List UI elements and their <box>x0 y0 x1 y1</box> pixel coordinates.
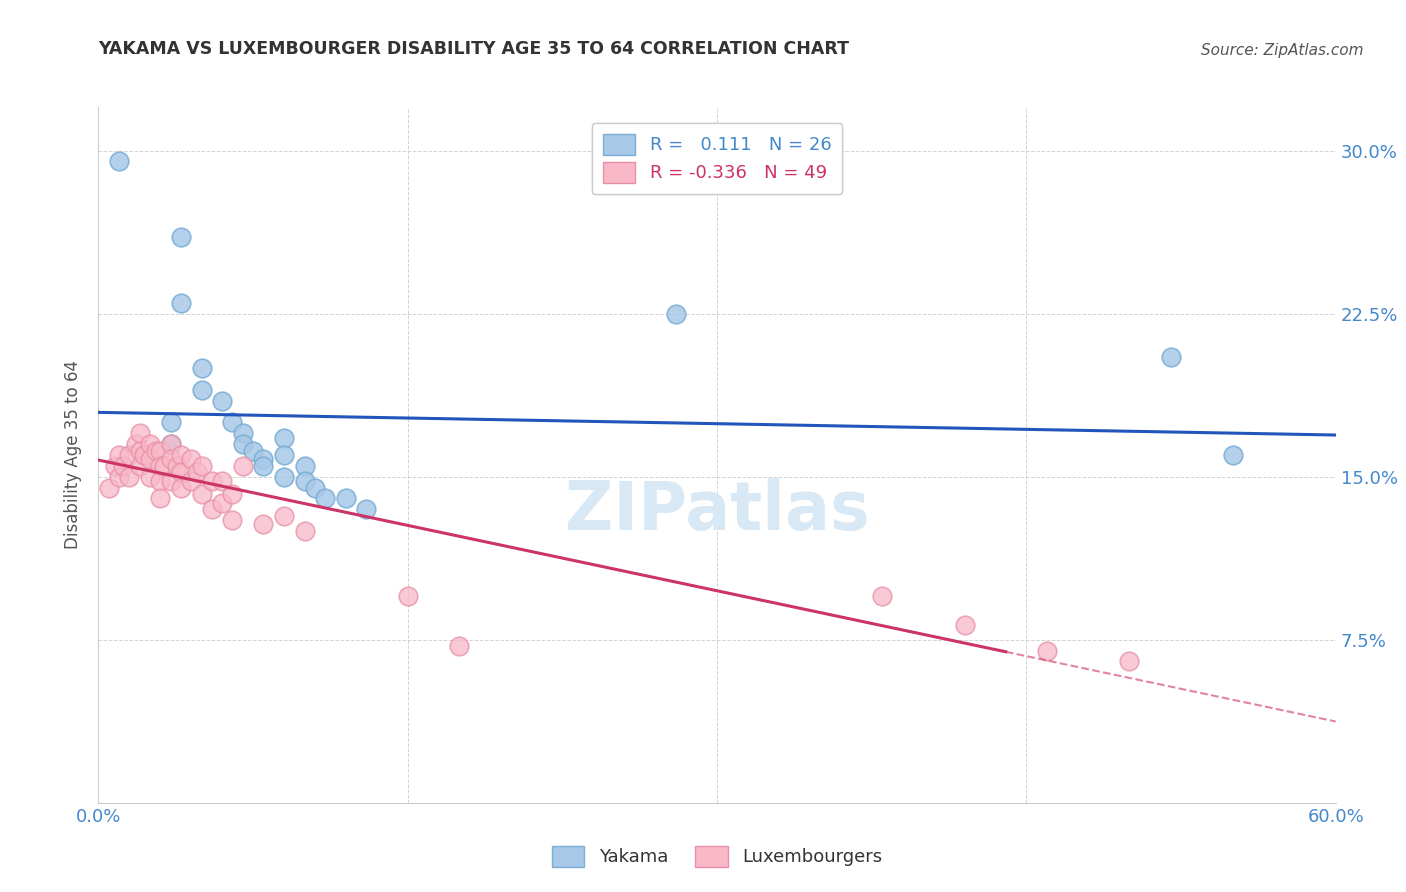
Point <box>190 458 212 473</box>
Point <box>221 415 243 429</box>
Point <box>252 452 274 467</box>
Point <box>149 458 172 473</box>
Point <box>870 589 893 603</box>
Point <box>118 469 141 483</box>
Point <box>149 443 172 458</box>
Point <box>180 474 202 488</box>
Point <box>149 474 172 488</box>
Point <box>132 448 155 462</box>
Point <box>108 469 131 483</box>
Point <box>159 474 181 488</box>
Point <box>186 466 208 480</box>
Point <box>232 426 254 441</box>
Point <box>1222 448 1244 462</box>
Point <box>294 474 316 488</box>
Point <box>1160 350 1182 364</box>
Point <box>201 502 224 516</box>
Point <box>180 452 202 467</box>
Point <box>139 469 162 483</box>
Point <box>221 487 243 501</box>
Point <box>170 448 193 462</box>
Point <box>139 437 162 451</box>
Point <box>273 469 295 483</box>
Point <box>104 458 127 473</box>
Point <box>190 487 212 501</box>
Point <box>128 458 150 473</box>
Point <box>211 393 233 408</box>
Point <box>294 524 316 538</box>
Point <box>145 443 167 458</box>
Point <box>252 458 274 473</box>
Point <box>252 517 274 532</box>
Point <box>128 443 150 458</box>
Point <box>118 448 141 462</box>
Point <box>128 426 150 441</box>
Point <box>170 481 193 495</box>
Point <box>294 458 316 473</box>
Point <box>153 458 176 473</box>
Point <box>124 437 146 451</box>
Point <box>159 437 181 451</box>
Text: YAKAMA VS LUXEMBOURGER DISABILITY AGE 35 TO 64 CORRELATION CHART: YAKAMA VS LUXEMBOURGER DISABILITY AGE 35… <box>98 40 849 58</box>
Point <box>314 491 336 506</box>
Point <box>273 431 295 445</box>
Point <box>112 458 135 473</box>
Point <box>396 589 419 603</box>
Point <box>139 452 162 467</box>
Point <box>953 617 976 632</box>
Point <box>232 437 254 451</box>
Point <box>211 474 233 488</box>
Point <box>159 415 181 429</box>
Point <box>211 496 233 510</box>
Point <box>97 481 120 495</box>
Point <box>166 458 188 473</box>
Point <box>449 639 471 653</box>
Point <box>170 230 193 244</box>
Point <box>232 458 254 473</box>
Point <box>335 491 357 506</box>
Point <box>1036 643 1059 657</box>
Point <box>159 452 181 467</box>
Point <box>149 491 172 506</box>
Point <box>221 513 243 527</box>
Legend: Yakama, Luxembourgers: Yakama, Luxembourgers <box>544 838 890 874</box>
Text: Source: ZipAtlas.com: Source: ZipAtlas.com <box>1201 43 1364 58</box>
Point <box>159 437 181 451</box>
Point <box>201 474 224 488</box>
Point <box>170 466 193 480</box>
Point <box>108 154 131 169</box>
Point <box>242 443 264 458</box>
Point <box>190 360 212 375</box>
Point <box>1118 655 1140 669</box>
Point <box>304 481 326 495</box>
Point <box>108 448 131 462</box>
Y-axis label: Disability Age 35 to 64: Disability Age 35 to 64 <box>65 360 83 549</box>
Point <box>170 295 193 310</box>
Point <box>273 448 295 462</box>
Point <box>273 508 295 523</box>
Text: ZIPatlas: ZIPatlas <box>565 477 869 543</box>
Legend: R =   0.111   N = 26, R = -0.336   N = 49: R = 0.111 N = 26, R = -0.336 N = 49 <box>592 123 842 194</box>
Point <box>665 307 688 321</box>
Point <box>356 502 378 516</box>
Point <box>190 383 212 397</box>
